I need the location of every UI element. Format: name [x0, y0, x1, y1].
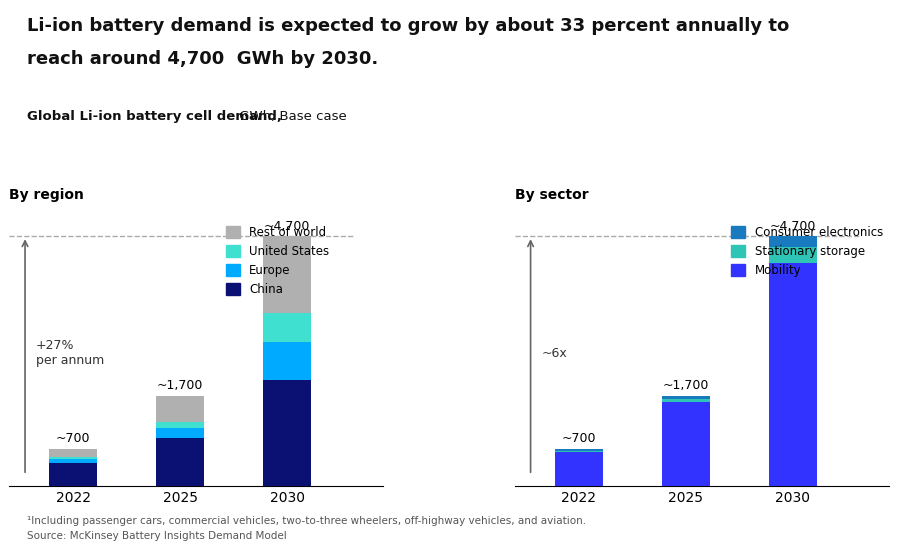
Bar: [49, 457, 97, 459]
Bar: [49, 464, 97, 486]
Bar: [263, 236, 312, 314]
Text: GWh, Base case: GWh, Base case: [234, 110, 347, 124]
Bar: [263, 380, 312, 486]
Legend: Rest of world, United States, Europe, China: Rest of world, United States, Europe, Ch…: [221, 221, 334, 300]
Text: By sector: By sector: [515, 188, 588, 201]
Bar: [769, 263, 817, 486]
Bar: [156, 438, 204, 486]
Bar: [263, 314, 312, 342]
Bar: [49, 449, 97, 457]
Bar: [769, 247, 817, 263]
Bar: [156, 422, 204, 428]
Text: Source: McKinsey Battery Insights Demand Model: Source: McKinsey Battery Insights Demand…: [27, 531, 286, 541]
Text: Li-ion battery demand is expected to grow by about 33 percent annually to: Li-ion battery demand is expected to gro…: [27, 17, 789, 35]
Text: ~4,700: ~4,700: [264, 220, 311, 233]
Bar: [662, 399, 709, 402]
Text: ~6x: ~6x: [541, 347, 567, 359]
Bar: [555, 451, 603, 452]
Text: ~700: ~700: [561, 432, 596, 445]
Bar: [156, 428, 204, 438]
Text: ~1,700: ~1,700: [663, 379, 709, 392]
Text: +27%
per annum: +27% per annum: [36, 339, 104, 367]
Bar: [555, 452, 603, 486]
Text: ~700: ~700: [56, 432, 91, 445]
Text: ¹Including passenger cars, commercial vehicles, two-to-three wheelers, off-highw: ¹Including passenger cars, commercial ve…: [27, 516, 586, 526]
Text: By region: By region: [9, 188, 84, 201]
Bar: [49, 459, 97, 464]
Bar: [263, 342, 312, 380]
Bar: [662, 396, 709, 399]
Bar: [769, 236, 817, 247]
Legend: Consumer electronics, Stationary storage, Mobility: Consumer electronics, Stationary storage…: [726, 221, 888, 282]
Text: reach around 4,700  GWh by 2030.: reach around 4,700 GWh by 2030.: [27, 50, 378, 68]
Text: ~1,700: ~1,700: [157, 379, 203, 392]
Text: Global Li-ion battery cell demand,: Global Li-ion battery cell demand,: [27, 110, 282, 124]
Bar: [156, 396, 204, 422]
Bar: [555, 449, 603, 451]
Bar: [662, 402, 709, 486]
Text: ~4,700: ~4,700: [770, 220, 816, 233]
